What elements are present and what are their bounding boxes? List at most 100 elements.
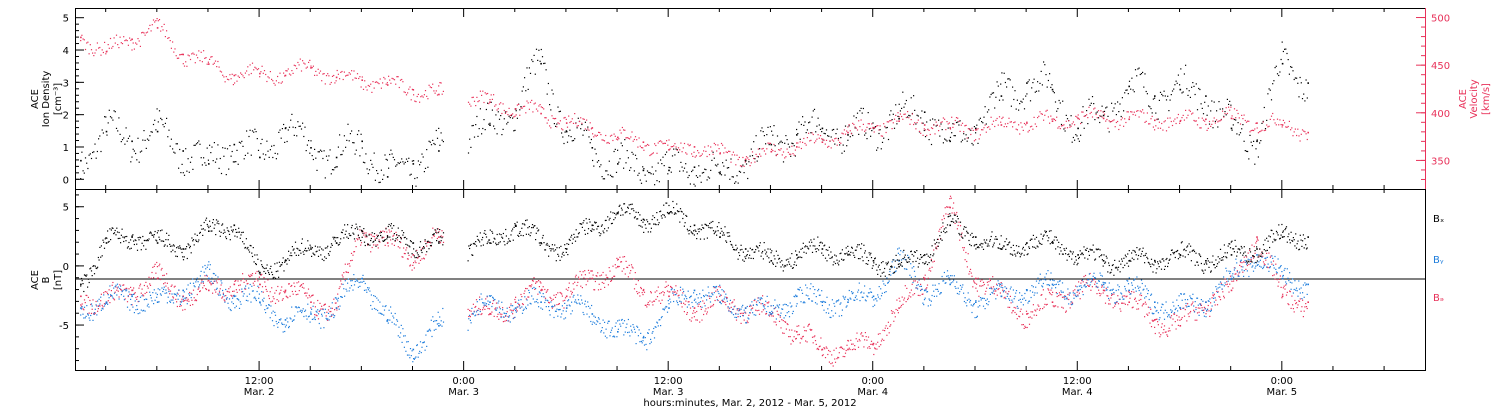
- density-series-point: [767, 126, 769, 128]
- density-series-point: [1074, 139, 1076, 141]
- bz-series-value-point: [693, 307, 696, 309]
- velocity-series-point: [827, 146, 829, 148]
- velocity-series-point: [1210, 125, 1212, 127]
- bz-series-point: [828, 349, 830, 352]
- velocity-series-point: [654, 143, 656, 145]
- bz-series-point: [386, 231, 388, 233]
- density-series-point: [81, 151, 83, 153]
- bz-series-point: [309, 296, 311, 298]
- velocity-series-point: [104, 41, 106, 43]
- bz-series-point: [926, 287, 928, 289]
- by-series-point: [413, 358, 415, 360]
- bz-series-point: [530, 286, 532, 288]
- density-series-point: [370, 159, 372, 161]
- bz-series-point: [1226, 283, 1228, 285]
- bz-series-point: [828, 361, 830, 363]
- velocity-series-point: [578, 120, 581, 123]
- velocity-series-point: [661, 141, 663, 143]
- bz-series-point: [763, 304, 765, 306]
- bz-series-point: [930, 270, 932, 272]
- density-series-point: [193, 144, 195, 146]
- velocity-series-point: [525, 112, 527, 114]
- by-series-point: [260, 304, 262, 306]
- velocity-series-point: [966, 137, 968, 139]
- bz-series-point: [304, 292, 307, 294]
- by-series-point: [617, 328, 619, 330]
- velocity-series-point: [695, 155, 697, 157]
- by-series-point: [295, 306, 297, 308]
- density-series-point: [860, 107, 862, 109]
- by-series-point: [212, 282, 214, 284]
- velocity-series-point: [675, 146, 677, 148]
- bz-series-point: [881, 338, 883, 340]
- by-series-point: [582, 311, 584, 314]
- bz-series-point: [1222, 291, 1224, 293]
- bz-series-point: [1065, 310, 1067, 312]
- by-series-point: [485, 303, 488, 305]
- by-series-point: [410, 355, 412, 357]
- density-series-point: [982, 122, 984, 124]
- bz-series-point: [550, 297, 552, 300]
- by-series-point: [299, 310, 301, 312]
- bz-series-point: [1160, 326, 1163, 328]
- density-series-point: [1230, 104, 1232, 106]
- velocity-series-point: [774, 150, 776, 152]
- by-series-point: [108, 297, 110, 299]
- by-series-point: [838, 299, 840, 301]
- velocity-series-point: [1094, 107, 1096, 109]
- density-series-point: [686, 171, 688, 173]
- bz-series-point: [710, 305, 712, 307]
- by-series-point: [82, 313, 84, 315]
- velocity-series-point: [483, 101, 485, 104]
- density-series-point: [186, 170, 188, 172]
- velocity-series-point: [1113, 119, 1115, 121]
- bz-series-point: [652, 304, 654, 306]
- density-series-point: [812, 110, 814, 112]
- velocity-series-point: [410, 99, 412, 101]
- velocity-series-point: [864, 130, 866, 132]
- by-series-point: [209, 268, 211, 270]
- bz-series-point: [967, 253, 969, 255]
- density-series-point: [600, 164, 602, 166]
- velocity-series-point: [791, 145, 793, 147]
- bz-series-point: [320, 308, 322, 310]
- density-series-point: [736, 175, 738, 177]
- velocity-series-point: [263, 70, 266, 72]
- velocity-series-point: [372, 81, 374, 83]
- density-series-point: [1303, 93, 1305, 95]
- bz-series-point: [827, 353, 829, 356]
- bz-series-point: [1219, 299, 1222, 301]
- density-series-point: [876, 149, 878, 151]
- by-series-point: [264, 309, 266, 311]
- bz-series-point: [859, 340, 861, 342]
- density-series-value-point: [335, 156, 338, 159]
- bz-series-point: [230, 294, 232, 296]
- density-series-point: [192, 168, 194, 170]
- bz-series-point: [1090, 289, 1092, 291]
- density-series-point: [1056, 110, 1058, 112]
- density-series-point: [341, 153, 343, 156]
- bz-series-point: [636, 291, 638, 293]
- bz-series-point: [376, 234, 378, 236]
- bz-series-point: [832, 365, 834, 367]
- density-series-point: [1069, 124, 1071, 126]
- density-series-point: [143, 130, 145, 132]
- bz-series-point: [149, 284, 152, 286]
- bz-series-point: [109, 302, 111, 304]
- by-series-point: [438, 322, 440, 325]
- bz-series-point: [664, 286, 666, 288]
- bottom-panel-frame: [75, 189, 1426, 371]
- velocity-series-point: [1284, 122, 1286, 124]
- bz-series-point: [402, 256, 404, 258]
- velocity-series-point: [248, 74, 250, 76]
- density-series-point: [1185, 64, 1187, 66]
- by-series-point: [886, 277, 888, 279]
- by-series-point: [542, 293, 544, 295]
- velocity-series-point: [638, 137, 640, 139]
- by-series-point: [373, 307, 376, 310]
- by-series-point: [824, 301, 827, 303]
- bz-series-point: [850, 339, 852, 341]
- bz-series-point: [757, 297, 759, 299]
- by-series-point: [155, 292, 157, 294]
- bz-series-point: [902, 303, 904, 305]
